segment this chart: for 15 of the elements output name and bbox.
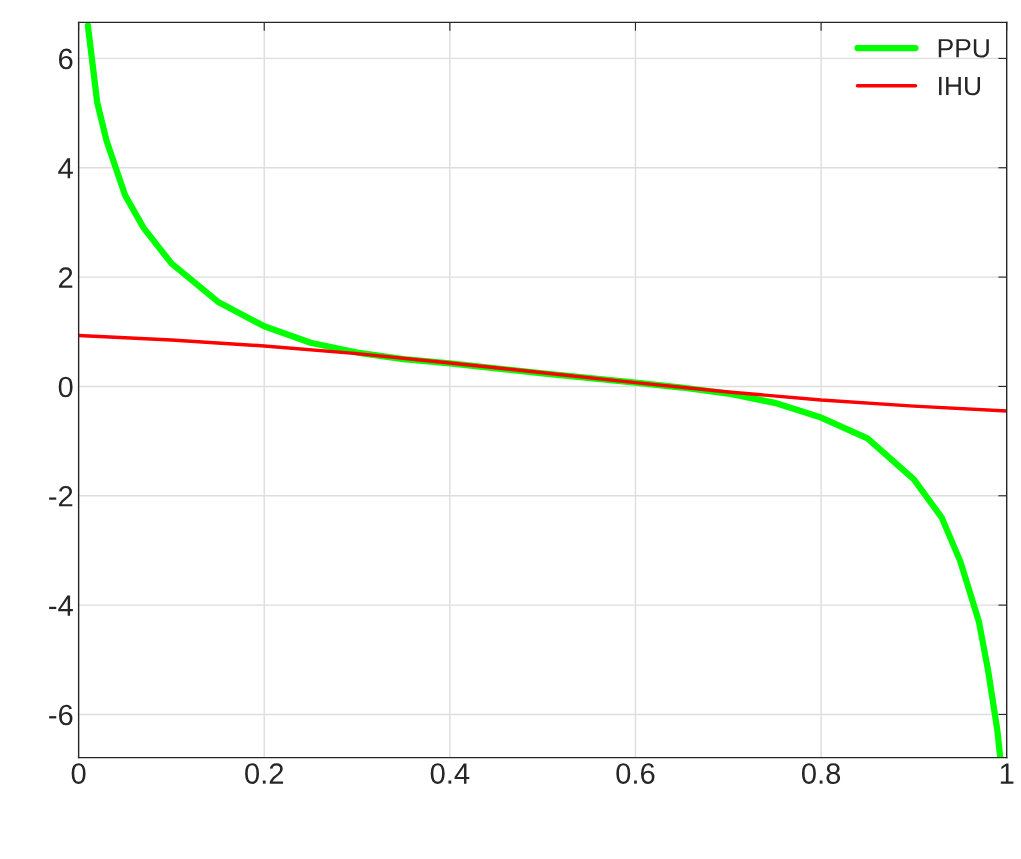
y-tick-label: -6: [49, 704, 73, 726]
x-tick-label: 1: [1000, 763, 1014, 784]
y-tick-label: -4: [49, 595, 73, 616]
x-tick-label: 0.2: [245, 763, 284, 784]
x-tick-label: 0.8: [801, 763, 841, 784]
y-tick-label: -2: [49, 485, 73, 507]
line-series: [78, 333, 1007, 413]
y-tick-label: 4: [58, 158, 73, 179]
y-tick-label: 0: [58, 376, 73, 398]
legend-label: IHU: [939, 76, 981, 96]
x-tick-label: 0.4: [430, 763, 470, 784]
legend-label: PPU: [938, 39, 989, 58]
y-tick-label: 6: [59, 48, 73, 70]
y-tick-label: 2: [59, 267, 73, 288]
x-tick-label: 0.6: [616, 763, 655, 784]
